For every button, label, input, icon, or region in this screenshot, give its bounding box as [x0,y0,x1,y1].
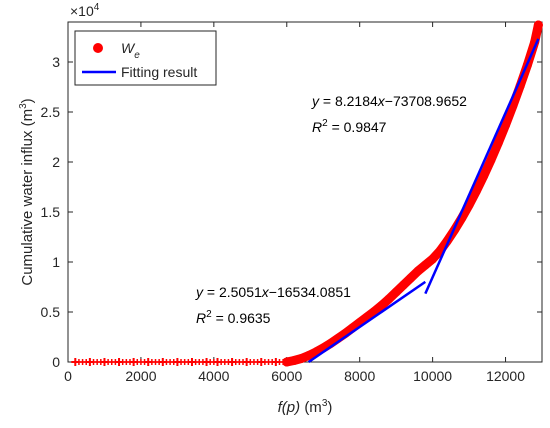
x-tick-label: 10000 [413,368,452,384]
x-axis-title: f(p) (m3) [278,398,333,416]
x-tick-label: 2000 [125,368,156,384]
equation-upper: y = 8.2184x−73708.9652 [311,93,467,109]
y-tick-label: 2 [52,154,60,170]
x-tick-label: 4000 [198,368,229,384]
equation-lower: y = 2.5051x−16534.0851 [195,284,351,300]
legend-box [74,30,217,86]
y-tick-label: 2.5 [41,104,61,120]
y-multiplier: ×104 [70,2,100,19]
y-tick-label: 1.5 [41,204,61,220]
legend-marker-we [93,43,103,53]
data-point [280,359,287,365]
legend-label-we: We [121,40,140,61]
y-tick-label: 0 [52,354,60,370]
y-tick-label: 1 [52,254,60,270]
y-tick-label: 0.5 [41,304,61,320]
r-squared-lower: R2 = 0.9635 [196,309,271,326]
x-axis: 0 2000 4000 6000 8000 10000 12000 [64,22,525,384]
r-squared-upper: R2 = 0.9847 [312,118,387,135]
legend-label-fit: Fitting result [121,64,197,80]
x-tick-label: 0 [64,368,72,384]
fit-line [307,280,427,364]
fit-line [424,38,540,295]
legend: We Fitting result [74,30,217,86]
x-tick-label: 12000 [486,368,525,384]
x-tick-label: 6000 [271,368,302,384]
x-tick-label: 8000 [344,368,375,384]
y-axis: 0 0.5 1 1.5 2 2.5 3 [41,54,542,370]
y-axis-title: Cumulative water influx (m3) [18,98,36,285]
scatter-band [282,20,543,367]
fit-layer [307,38,540,364]
y-tick-label: 3 [52,54,60,70]
